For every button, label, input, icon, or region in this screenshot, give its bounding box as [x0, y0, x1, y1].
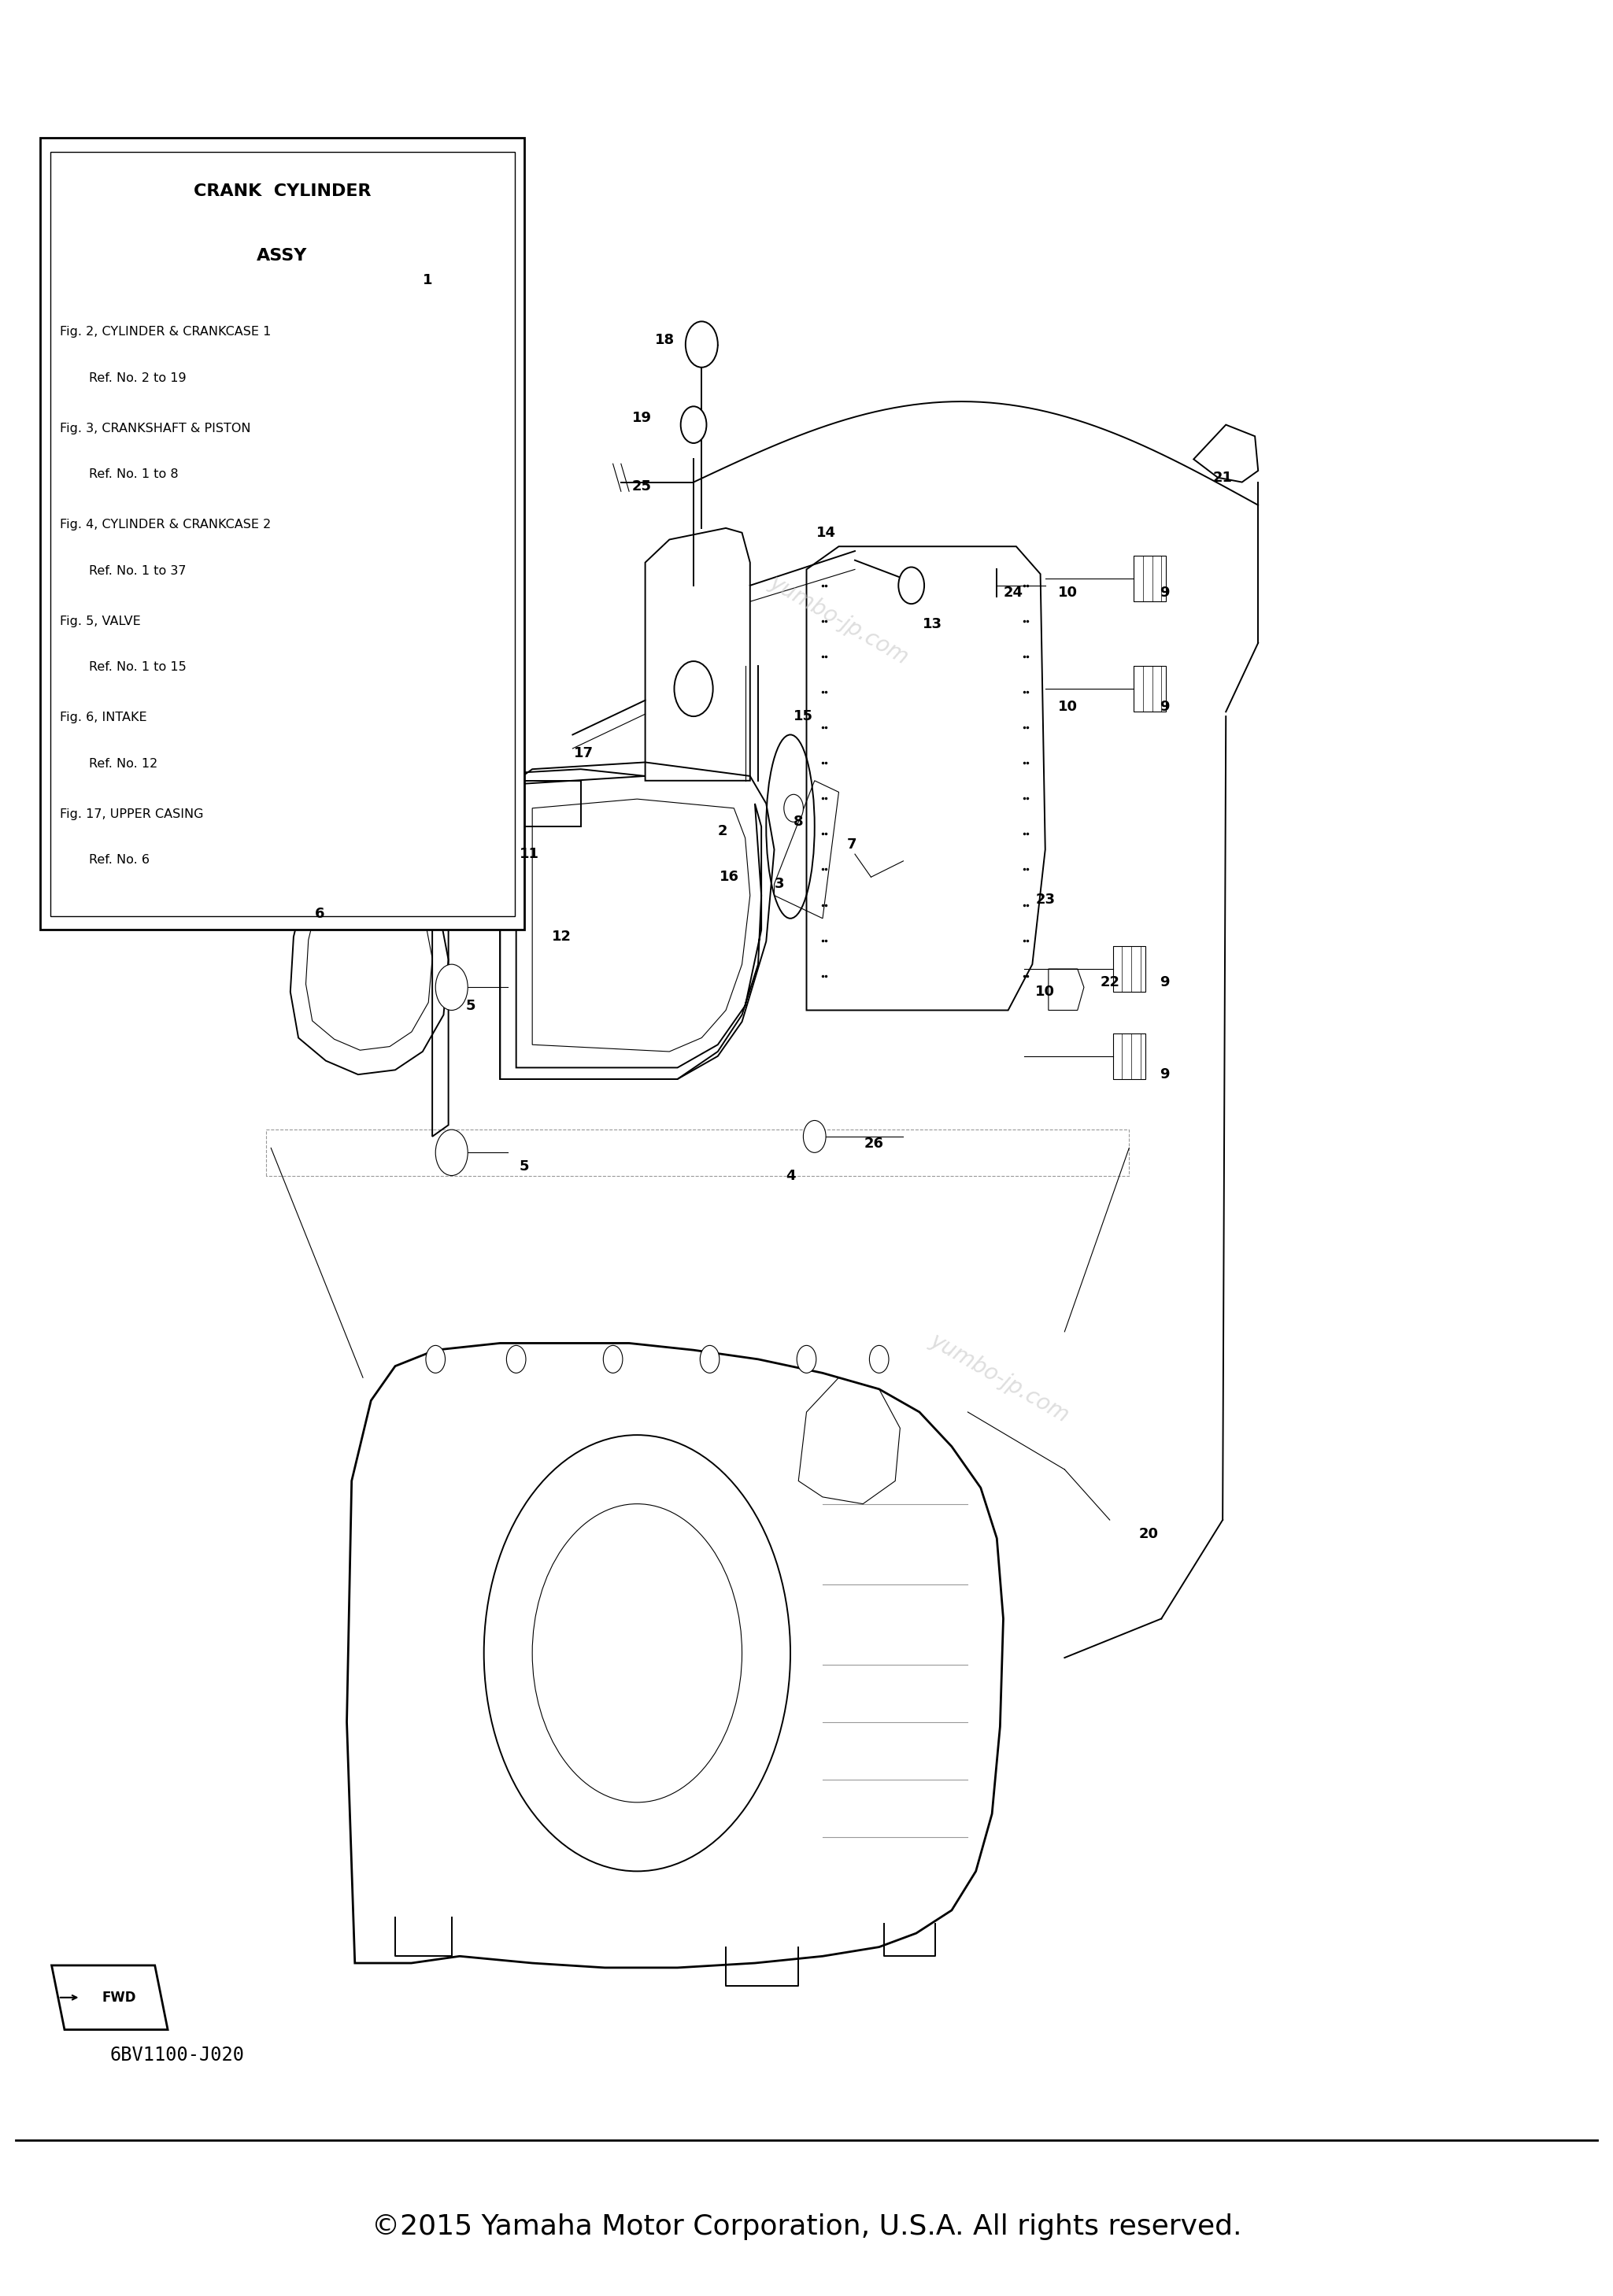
- Circle shape: [603, 1345, 623, 1373]
- Text: Fig. 17, UPPER CASING: Fig. 17, UPPER CASING: [60, 808, 203, 820]
- Text: 9: 9: [1160, 976, 1169, 990]
- Text: 8: 8: [794, 815, 803, 829]
- Circle shape: [426, 1345, 445, 1373]
- Text: 9: 9: [1160, 1068, 1169, 1081]
- Text: 7: 7: [847, 838, 857, 852]
- Polygon shape: [1113, 1033, 1145, 1079]
- Text: Fig. 2, CYLINDER & CRANKCASE 1: Fig. 2, CYLINDER & CRANKCASE 1: [60, 326, 271, 338]
- Polygon shape: [1134, 666, 1166, 712]
- Circle shape: [784, 794, 803, 822]
- Text: 13: 13: [923, 618, 942, 631]
- Text: Fig. 5, VALVE: Fig. 5, VALVE: [60, 615, 140, 627]
- Text: ©2015 Yamaha Motor Corporation, U.S.A. All rights reserved.: ©2015 Yamaha Motor Corporation, U.S.A. A…: [371, 2213, 1242, 2241]
- Text: 2: 2: [718, 824, 727, 838]
- Text: ASSY: ASSY: [256, 248, 308, 264]
- Text: 12: 12: [552, 930, 571, 944]
- Text: 6: 6: [315, 907, 324, 921]
- Text: 25: 25: [632, 480, 652, 494]
- FancyBboxPatch shape: [40, 138, 524, 930]
- Text: Fig. 4, CYLINDER & CRANKCASE 2: Fig. 4, CYLINDER & CRANKCASE 2: [60, 519, 271, 530]
- Text: 23: 23: [1036, 893, 1055, 907]
- Text: 16: 16: [719, 870, 739, 884]
- Circle shape: [797, 1345, 816, 1373]
- Circle shape: [700, 1345, 719, 1373]
- Text: 22: 22: [1100, 976, 1119, 990]
- Text: 4: 4: [786, 1169, 795, 1182]
- Circle shape: [436, 1130, 468, 1176]
- Text: FWD: FWD: [102, 1991, 137, 2004]
- Text: Ref. No. 1 to 37: Ref. No. 1 to 37: [89, 565, 185, 576]
- Text: Ref. No. 2 to 19: Ref. No. 2 to 19: [89, 372, 185, 383]
- Text: Ref. No. 12: Ref. No. 12: [89, 758, 158, 769]
- Text: Ref. No. 6: Ref. No. 6: [89, 854, 150, 866]
- Text: 11: 11: [519, 847, 539, 861]
- Text: CRANK  CYLINDER: CRANK CYLINDER: [194, 184, 371, 200]
- Text: 26: 26: [865, 1137, 884, 1150]
- Text: 5: 5: [519, 1159, 529, 1173]
- Text: yumbo-jp.com: yumbo-jp.com: [766, 572, 911, 668]
- Polygon shape: [1113, 946, 1145, 992]
- Text: 1: 1: [423, 273, 432, 287]
- Circle shape: [674, 661, 713, 716]
- Text: Fig. 6, INTAKE: Fig. 6, INTAKE: [60, 712, 147, 723]
- Text: Fig. 3, CRANKSHAFT & PISTON: Fig. 3, CRANKSHAFT & PISTON: [60, 422, 250, 434]
- Text: 21: 21: [1213, 471, 1232, 484]
- Circle shape: [436, 964, 468, 1010]
- Text: 18: 18: [655, 333, 674, 347]
- Circle shape: [869, 1345, 889, 1373]
- Circle shape: [506, 1345, 526, 1373]
- Text: 15: 15: [794, 709, 813, 723]
- Text: 3: 3: [774, 877, 784, 891]
- Text: 10: 10: [1058, 585, 1077, 599]
- Text: 9: 9: [1160, 585, 1169, 599]
- Text: 14: 14: [816, 526, 836, 540]
- Text: yumbo-jp.com: yumbo-jp.com: [927, 1329, 1073, 1426]
- Text: 19: 19: [632, 411, 652, 425]
- Text: yumbo-jp.com: yumbo-jp.com: [379, 250, 524, 347]
- Text: 24: 24: [1003, 585, 1023, 599]
- Text: Ref. No. 1 to 8: Ref. No. 1 to 8: [89, 468, 177, 480]
- Text: 17: 17: [574, 746, 594, 760]
- Text: 10: 10: [1036, 985, 1055, 999]
- Text: Ref. No. 1 to 15: Ref. No. 1 to 15: [89, 661, 185, 673]
- Text: 6BV1100-J020: 6BV1100-J020: [110, 2046, 244, 2064]
- Text: 10: 10: [1058, 700, 1077, 714]
- Text: 20: 20: [1139, 1527, 1158, 1541]
- Circle shape: [686, 321, 718, 367]
- Polygon shape: [1134, 556, 1166, 602]
- Text: 5: 5: [466, 999, 476, 1013]
- Circle shape: [898, 567, 924, 604]
- Circle shape: [803, 1120, 826, 1153]
- Circle shape: [681, 406, 706, 443]
- Text: 9: 9: [1160, 700, 1169, 714]
